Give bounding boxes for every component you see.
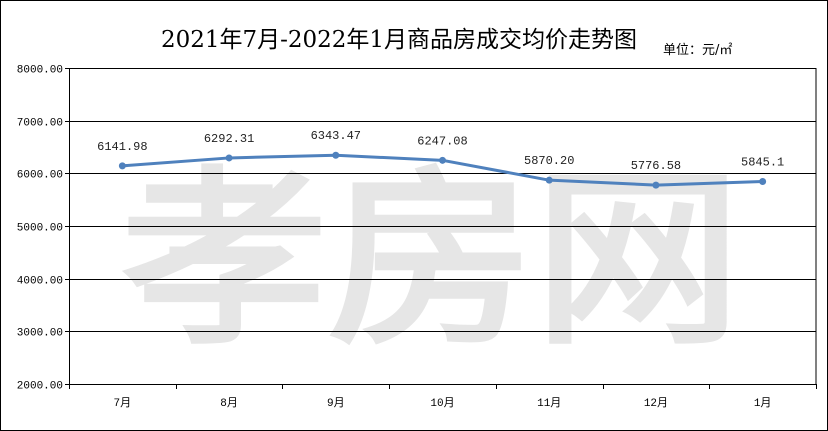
data-point bbox=[652, 181, 660, 189]
y-tick-label: 5000.00 bbox=[17, 223, 63, 235]
data-point bbox=[439, 156, 446, 164]
chart-title: 2021年7月-2022年1月商品房成交均价走势图 bbox=[161, 27, 637, 53]
data-point bbox=[759, 177, 767, 185]
data-label: 6141.98 bbox=[97, 140, 147, 154]
y-tick-label: 4000.00 bbox=[17, 276, 63, 288]
data-point bbox=[545, 176, 553, 184]
y-tick-label: 6000.00 bbox=[17, 170, 63, 182]
data-point bbox=[332, 151, 340, 159]
y-tick-label: 7000.00 bbox=[17, 118, 63, 130]
unit-label: 单位：元/㎡ bbox=[663, 43, 732, 58]
data-label: 5870.20 bbox=[524, 154, 574, 168]
data-label: 6343.47 bbox=[311, 129, 361, 143]
x-tick-label: 9月 bbox=[327, 397, 345, 410]
x-tick-label: 1月 bbox=[754, 397, 772, 410]
x-tick-label: 10月 bbox=[430, 397, 454, 410]
y-tick-label: 3000.00 bbox=[17, 328, 63, 340]
y-tick-label: 2000.00 bbox=[17, 381, 63, 393]
x-tick-label: 7月 bbox=[114, 397, 132, 410]
data-point bbox=[118, 162, 126, 170]
y-tick-label: 8000.00 bbox=[17, 65, 63, 77]
data-label: 6247.08 bbox=[417, 134, 467, 148]
x-tick-label: 11月 bbox=[537, 397, 561, 410]
data-label: 5776.58 bbox=[631, 159, 681, 173]
data-label: 6292.31 bbox=[204, 132, 254, 146]
x-tick-label: 12月 bbox=[644, 397, 668, 410]
data-label: 5845.1 bbox=[741, 155, 784, 169]
x-tick-label: 8月 bbox=[220, 397, 238, 410]
data-point bbox=[225, 154, 233, 162]
watermark: 孝房网 bbox=[121, 150, 741, 371]
